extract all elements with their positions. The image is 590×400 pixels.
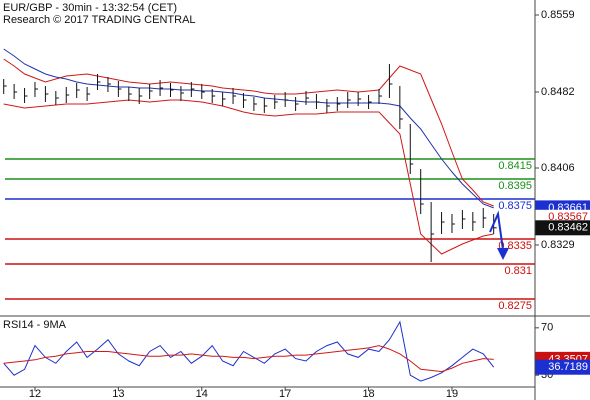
y-tick-label: 0.8406 xyxy=(541,162,575,174)
price-box-label: 0.83462 xyxy=(548,222,588,234)
indicator-line xyxy=(3,345,494,373)
price-box xyxy=(535,220,590,236)
price-box-label: 36.7189 xyxy=(548,361,588,373)
projection-arrowhead xyxy=(497,248,509,260)
x-tick-label: 12 xyxy=(29,388,41,400)
y-tick-label: 0.8329 xyxy=(541,239,575,251)
x-tick-label: 18 xyxy=(362,388,374,400)
y-tick-label: 0.8559 xyxy=(541,9,575,21)
projection-arrow xyxy=(489,210,504,251)
level-label: 0.8375 xyxy=(498,200,532,212)
x-tick-label: 17 xyxy=(279,388,291,400)
x-tick-label: 14 xyxy=(196,388,208,400)
price-box xyxy=(535,359,590,375)
indicator-line xyxy=(3,58,494,207)
chart-title: EUR/GBP - 30min - 13:32:54 (CET) xyxy=(3,2,177,14)
x-tick-label: 19 xyxy=(446,388,458,400)
rsi-title: RSI14 - 9MA xyxy=(3,319,67,331)
level-label: 0.8395 xyxy=(498,180,532,192)
indicator-line xyxy=(3,99,494,255)
indicator-line xyxy=(3,320,495,382)
level-label: 0.8275 xyxy=(498,300,532,312)
price-box-label: 0.83567 xyxy=(548,211,588,223)
level-label: 0.831 xyxy=(504,265,532,277)
plot-layer: 0.8559 0.8482 0.8406 0.8329 0.8415 0.8395 0.83… xyxy=(3,9,590,400)
y-tick-label: 70 xyxy=(541,322,553,334)
chart-subtitle: Research © 2017 TRADING CENTRAL xyxy=(3,14,196,26)
x-tick-label: 13 xyxy=(112,388,124,400)
indicator-line xyxy=(3,48,494,209)
y-tick-label: 0.8482 xyxy=(541,86,575,98)
level-label: 0.8415 xyxy=(498,160,532,172)
